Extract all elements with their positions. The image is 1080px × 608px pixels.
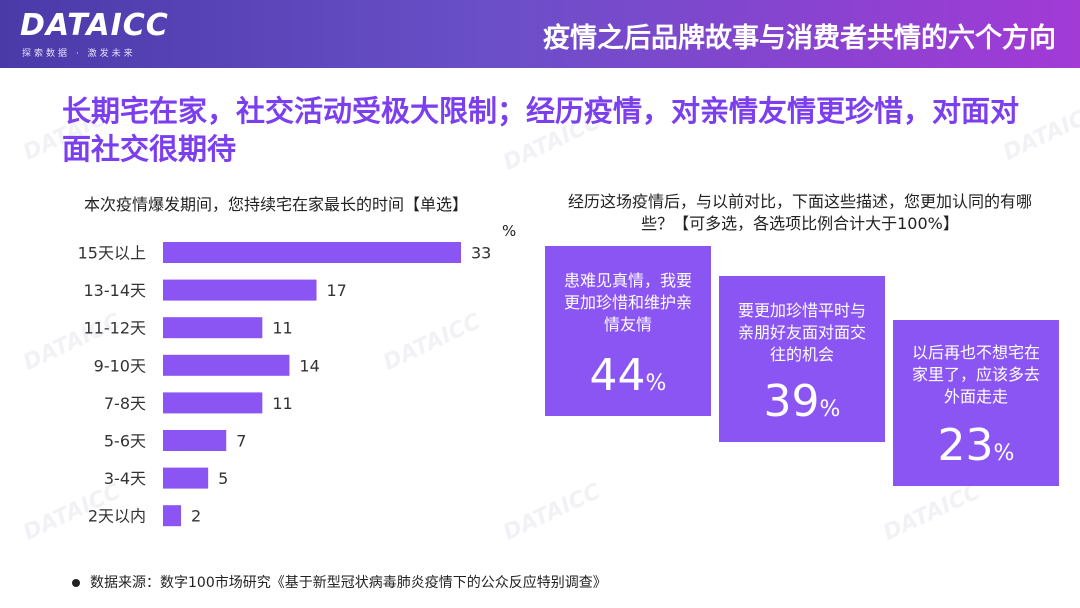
stat-box-3: 以后再也不想宅在家里了，应该多去外面走走 23%	[893, 320, 1059, 486]
stat-box-3-value: 23%	[937, 420, 1015, 471]
stat-box-1: 患难见真情，我要更加珍惜和维护亲情友情 44%	[545, 246, 711, 416]
header-bar: DATAICC 探索数据 · 激发未来 疫情之后品牌故事与消费者共情的六个方向	[0, 0, 1080, 68]
brand-logo: DATAICC	[20, 8, 169, 43]
right-panel-question: 经历这场疫情后，与以前对比，下面这些描述，您更加认同的有哪些？【可多选，各选项比…	[567, 192, 1032, 233]
category-label: 13-14天	[84, 281, 147, 300]
bar-value-label: 11	[272, 319, 292, 338]
bar-value-label: 2	[191, 507, 201, 526]
category-label: 5-6天	[104, 432, 146, 451]
bar-value-label: 17	[327, 281, 347, 300]
stat-box-1-text: 患难见真情，我要更加珍惜和维护亲情友情	[563, 271, 692, 334]
category-label: 3-4天	[104, 469, 146, 488]
bullet-icon	[72, 579, 80, 587]
category-label: 15天以上	[78, 244, 146, 263]
category-label: 7-8天	[104, 394, 146, 413]
slide-headline: 长期宅在家，社交活动受极大限制；经历疫情，对亲情友情更珍惜，对面对面社交很期待	[62, 94, 1020, 166]
data-source-note: 数据来源：数字100市场研究《基于新型冠状病毒肺炎疫情下的公众反应特别调查》	[72, 572, 607, 592]
page-title: 疫情之后品牌故事与消费者共情的六个方向	[543, 23, 1056, 54]
stat-box-3-text: 以后再也不想宅在家里了，应该多去外面走走	[911, 343, 1040, 406]
stat-box-2-value: 39%	[763, 376, 841, 427]
stat-box-2-text: 要更加珍惜平时与亲朋好友面对面交往的机会	[737, 301, 866, 364]
bar	[163, 242, 461, 263]
category-label: 9-10天	[94, 356, 146, 375]
bar	[163, 279, 317, 301]
brand-tagline: 探索数据 · 激发未来	[22, 49, 136, 59]
bar-value-label: 7	[236, 432, 246, 451]
bar	[163, 317, 263, 339]
bar	[163, 467, 209, 489]
bar	[163, 430, 227, 451]
category-label: 2天以内	[88, 507, 146, 526]
bar-value-label: 33	[471, 244, 491, 263]
bar-value-label: 5	[218, 469, 228, 488]
chart-unit-label: %	[502, 222, 517, 240]
bar	[163, 354, 290, 376]
stat-box-2: 要更加珍惜平时与亲朋好友面对面交往的机会 39%	[719, 276, 885, 442]
category-label: 11-12天	[84, 319, 147, 338]
bar-chart: 15天以上 33 13-14天 17 11-12天 11 9-10天 14 7-8天 11 5-6天…	[78, 242, 491, 527]
bar	[163, 505, 182, 527]
bar-value-label: 11	[272, 394, 292, 413]
left-chart-question: 本次疫情爆发期间，您持续宅在家最长的时间【单选】	[84, 195, 469, 214]
stat-box-1-value: 44%	[589, 350, 667, 401]
bar	[163, 392, 263, 414]
bar-value-label: 14	[299, 356, 319, 375]
data-source-text: 数据来源：数字100市场研究《基于新型冠状病毒肺炎疫情下的公众反应特别调查》	[90, 575, 607, 591]
